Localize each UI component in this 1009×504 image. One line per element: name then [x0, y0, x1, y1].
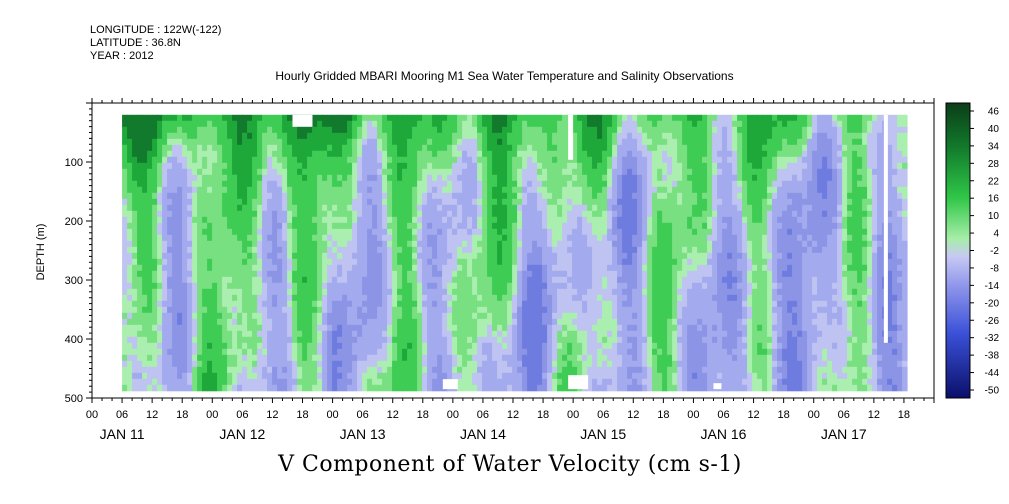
plot-title: Hourly Gridded MBARI Mooring M1 Sea Wate… — [275, 69, 734, 83]
x-hour-label: 00 — [808, 409, 820, 421]
x-hour-label: 12 — [266, 409, 278, 421]
x-hour-label: 00 — [206, 409, 218, 421]
x-hour-label: 12 — [146, 409, 158, 421]
x-hour-label: 18 — [657, 409, 669, 421]
colorbar-label: -38 — [985, 351, 1000, 362]
colorbar-ticks: 46 40 34 28 22 16 10 4 -2 -8 -14 -20 -26 -32 -38 -44 -50 — [970, 107, 999, 397]
colorbar-label: 28 — [988, 159, 1000, 170]
x-hour-label: 06 — [116, 409, 128, 421]
x-day-label: JAN 15 — [580, 426, 626, 442]
colorbar-label: 34 — [988, 141, 1000, 152]
x-day-label: JAN 14 — [460, 426, 506, 442]
colorbar-label: -32 — [985, 333, 1000, 344]
x-day-label: JAN 16 — [701, 426, 747, 442]
colorbar-label: -14 — [985, 281, 1000, 292]
x-hour-label: 12 — [747, 409, 759, 421]
x-hour-label: 18 — [417, 409, 429, 421]
x-hour-label: 18 — [537, 409, 549, 421]
x-hour-label: 06 — [597, 409, 609, 421]
x-day-label: JAN 11 — [100, 426, 145, 442]
x-hour-label: 00 — [326, 409, 338, 421]
colorbar-label: -20 — [985, 298, 1000, 309]
x-hour-label: 06 — [717, 409, 729, 421]
velocity-field — [122, 114, 908, 392]
x-hour-label: 12 — [868, 409, 880, 421]
year-label: YEAR : 2012 — [90, 50, 154, 62]
colorbar-label: 10 — [988, 211, 1000, 222]
variable-title: V Component of Water Velocity (cm s-1) — [278, 452, 742, 477]
latitude-label: LATITUDE : 36.8N — [90, 37, 181, 49]
x-hour-label: 06 — [236, 409, 248, 421]
x-day-label: JAN 13 — [340, 426, 386, 442]
colorbar-label: 46 — [988, 107, 1000, 118]
colorbar-label: 22 — [988, 176, 1000, 187]
x-hour-label: 12 — [507, 409, 519, 421]
colorbar-label: 40 — [988, 124, 1000, 135]
y-tick-label: 300 — [65, 275, 83, 287]
colorbar-label: 16 — [988, 194, 1000, 205]
colorbar — [945, 102, 971, 399]
x-hour-label: 06 — [477, 409, 489, 421]
colorbar-label: -50 — [985, 386, 1000, 397]
y-tick-label: 200 — [65, 216, 83, 228]
y-tick-label: 400 — [65, 334, 83, 346]
y-tick-label: 100 — [65, 157, 83, 169]
y-axis-label: DEPTH (m) — [35, 224, 47, 281]
x-hour-label: 18 — [176, 409, 188, 421]
x-hour-label: 18 — [296, 409, 308, 421]
x-hour-label: 00 — [567, 409, 579, 421]
colorbar-label: -8 — [990, 263, 999, 274]
x-hour-label: 18 — [778, 409, 790, 421]
x-hour-label: 00 — [687, 409, 699, 421]
x-hour-label: 06 — [357, 409, 369, 421]
x-hour-label: 00 — [447, 409, 459, 421]
x-axis: 00 06 12 18 00 06 12 18 00 06 12 18 00 06 12 18 00 06 12 18… — [86, 98, 935, 442]
x-hour-label: 18 — [898, 409, 910, 421]
colorbar-label: -2 — [990, 246, 999, 257]
x-hour-label: 12 — [387, 409, 399, 421]
y-axis: 100 200 300 400 500 — [65, 102, 92, 405]
x-hour-label: 06 — [838, 409, 850, 421]
x-hour-label: 00 — [86, 409, 98, 421]
longitude-label: LONGITUDE : 122W(-122) — [90, 24, 222, 36]
colorbar-label: -26 — [985, 316, 1000, 327]
x-hour-label: 12 — [627, 409, 639, 421]
y-tick-label: 500 — [65, 393, 83, 405]
colorbar-label: 4 — [993, 229, 999, 240]
colorbar-label: -44 — [985, 368, 1000, 379]
x-day-label: JAN 12 — [219, 426, 265, 442]
x-day-label: JAN 17 — [821, 426, 867, 442]
